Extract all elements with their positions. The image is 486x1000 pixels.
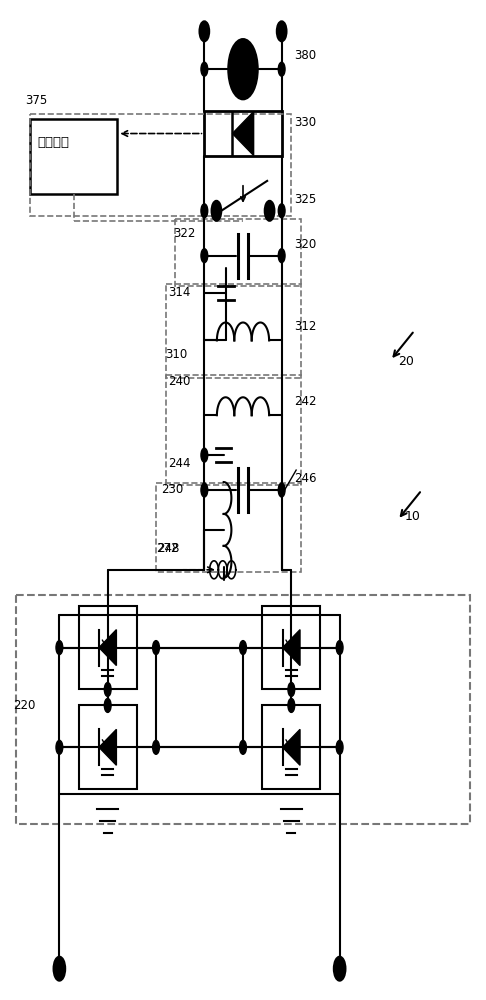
- Polygon shape: [232, 112, 254, 155]
- Bar: [79, 606, 137, 689]
- Text: 230: 230: [161, 483, 183, 496]
- Circle shape: [201, 448, 208, 462]
- Circle shape: [288, 682, 295, 696]
- Bar: [16, 595, 470, 824]
- Text: 240: 240: [168, 375, 191, 388]
- Circle shape: [334, 957, 346, 981]
- Text: 330: 330: [294, 116, 316, 129]
- Bar: [31, 114, 291, 216]
- Circle shape: [336, 740, 343, 754]
- Text: 310: 310: [165, 348, 187, 361]
- Circle shape: [240, 740, 246, 754]
- Text: 320: 320: [294, 238, 316, 251]
- Bar: [204, 111, 282, 156]
- Bar: [31, 119, 117, 194]
- Circle shape: [201, 62, 208, 76]
- Circle shape: [277, 21, 286, 41]
- Text: 248: 248: [157, 542, 179, 555]
- Text: 380: 380: [294, 49, 316, 62]
- Circle shape: [278, 204, 285, 218]
- Circle shape: [53, 957, 65, 981]
- Circle shape: [228, 39, 258, 99]
- Text: 322: 322: [173, 227, 195, 240]
- Circle shape: [265, 201, 275, 221]
- Circle shape: [56, 740, 63, 754]
- Text: 驱动电路: 驱动电路: [37, 136, 69, 149]
- Text: 312: 312: [294, 320, 316, 333]
- Circle shape: [211, 201, 221, 221]
- Polygon shape: [283, 729, 300, 765]
- Circle shape: [336, 641, 343, 655]
- Circle shape: [201, 249, 208, 263]
- Text: 272: 272: [156, 542, 178, 555]
- Polygon shape: [99, 729, 116, 765]
- Bar: [262, 705, 320, 789]
- Bar: [175, 219, 301, 286]
- Text: 220: 220: [14, 699, 36, 712]
- Text: 314: 314: [168, 286, 191, 299]
- Polygon shape: [99, 630, 116, 666]
- Circle shape: [153, 641, 159, 655]
- Circle shape: [201, 204, 208, 218]
- Bar: [156, 483, 301, 572]
- Circle shape: [56, 641, 63, 655]
- Circle shape: [104, 682, 111, 696]
- Text: 10: 10: [405, 510, 421, 523]
- Bar: [262, 606, 320, 689]
- Text: 242: 242: [294, 395, 316, 408]
- Circle shape: [104, 698, 111, 712]
- Bar: [166, 375, 301, 485]
- Text: 20: 20: [398, 355, 414, 368]
- Circle shape: [201, 483, 208, 497]
- Circle shape: [240, 641, 246, 655]
- Circle shape: [200, 21, 209, 41]
- Polygon shape: [283, 630, 300, 666]
- Circle shape: [278, 62, 285, 76]
- Bar: [166, 284, 301, 378]
- Text: 325: 325: [294, 193, 316, 206]
- Circle shape: [278, 249, 285, 263]
- Bar: [79, 705, 137, 789]
- Circle shape: [153, 740, 159, 754]
- Text: 246: 246: [294, 472, 316, 485]
- Circle shape: [288, 698, 295, 712]
- Circle shape: [278, 483, 285, 497]
- Text: 375: 375: [26, 94, 48, 107]
- Text: 244: 244: [168, 457, 191, 470]
